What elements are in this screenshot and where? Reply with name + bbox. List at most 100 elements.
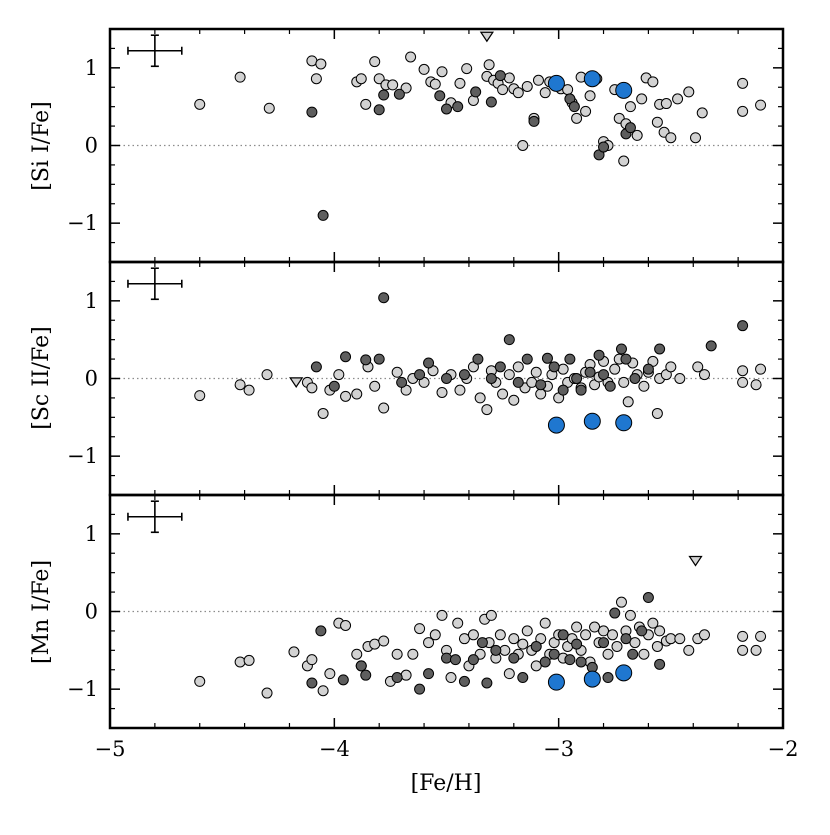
mn-light-point-23: [436, 609, 448, 621]
mn-light-point-62: [615, 596, 627, 608]
sc-light-point-6: [317, 407, 329, 419]
sc-light-point-39: [557, 363, 569, 375]
si-light-point-14: [405, 51, 417, 63]
sc-light-point-34: [530, 366, 542, 378]
mn-dark-point-12: [476, 637, 488, 649]
mn-dark-point-27: [609, 607, 621, 619]
sc-light-point-2: [243, 384, 255, 396]
sc-light-point-31: [512, 361, 524, 373]
mn-dark-point-22: [571, 638, 583, 650]
sc-y-axis-label: [Sc II/Fe]: [29, 326, 54, 429]
mn-light-point-6: [306, 654, 318, 666]
sc-dark-point-22: [571, 373, 583, 384]
sc-ytick-label-0: −1: [67, 444, 98, 468]
sc-dark-point-9: [441, 373, 452, 384]
mn-light-point-43: [530, 660, 542, 672]
sc-light-point-65: [737, 365, 749, 377]
sc-dark-point-10: [458, 369, 470, 381]
si-light-point-27: [497, 84, 509, 96]
sc-light-point-62: [674, 373, 686, 384]
sc-light-point-19: [436, 386, 448, 398]
sc-dark-point-27: [604, 380, 616, 392]
sc-light-point-64: [698, 369, 710, 381]
si-dark-point-7: [452, 101, 464, 113]
mn-light-point-26: [452, 617, 464, 629]
mn-light-point-40: [517, 638, 529, 650]
si-light-point-12: [387, 79, 399, 91]
mn-dark-point-25: [598, 637, 610, 649]
mn-light-point-15: [378, 635, 390, 647]
mn-light-point-0: [194, 675, 206, 687]
mn-light-point-8: [324, 668, 336, 680]
si-light-point-66: [737, 105, 749, 117]
sc-dark-point-12: [485, 373, 497, 384]
sc-light-point-33: [526, 376, 538, 388]
mn-dark-point-31: [642, 592, 654, 604]
mn-light-point-65: [629, 637, 641, 649]
sc-dark-point-25: [593, 349, 605, 361]
si-light-point-20: [454, 77, 466, 89]
si-dark-point-1: [317, 209, 329, 221]
sc-light-point-24: [474, 392, 486, 404]
si-light-point-28: [503, 72, 515, 84]
mn-highlight-point-2: [615, 664, 633, 682]
si-light-point-8: [360, 98, 372, 110]
mn-light-point-61: [611, 640, 623, 652]
mn-dark-point-32: [654, 658, 666, 670]
mn-dark-point-21: [564, 654, 576, 666]
mn-light-point-69: [647, 617, 659, 629]
mn-dark-point-8: [441, 652, 452, 664]
mn-dark-point-9: [449, 654, 461, 666]
mn-light-point-3: [261, 687, 273, 699]
si-dark-point-3: [378, 89, 390, 101]
mn-highlight-point-1: [583, 670, 601, 688]
mn-light-point-41: [521, 625, 533, 637]
mn-light-point-80: [750, 644, 762, 656]
mn-light-point-78: [737, 630, 749, 642]
mn-light-point-71: [654, 625, 666, 637]
mn-dark-point-29: [627, 648, 639, 660]
mn-light-point-11: [351, 648, 363, 660]
si-light-point-61: [672, 93, 684, 105]
sc-dark-point-8: [423, 357, 435, 369]
sc-dark-point-6: [396, 376, 408, 388]
mn-dark-point-30: [636, 625, 648, 637]
sc-highlight-point-2: [615, 414, 633, 432]
mn-light-point-70: [651, 640, 663, 652]
si-ytick-label-1: 0: [85, 134, 98, 158]
sc-light-point-61: [665, 361, 677, 373]
sc-dark-point-24: [584, 366, 596, 378]
si-light-point-10: [373, 73, 385, 85]
mn-dark-point-23: [575, 656, 587, 668]
si-light-point-1: [234, 71, 246, 83]
mn-dark-point-20: [557, 629, 569, 641]
mn-light-point-33: [485, 609, 497, 621]
si-light-point-59: [660, 98, 672, 110]
si-dark-point-8: [470, 86, 482, 98]
panel-sc: [Sc II/Fe] −1 0 1: [29, 260, 785, 497]
sc-light-point-25: [481, 404, 493, 416]
si-light-point-0: [194, 98, 206, 110]
sc-dark-point-34: [737, 320, 749, 332]
sc-light-point-51: [618, 376, 630, 388]
sc-dark-point-4: [373, 353, 385, 365]
mn-light-point-17: [391, 648, 403, 660]
si-light-point-18: [436, 66, 448, 78]
mn-light-point-25: [445, 672, 457, 684]
mn-light-point-4: [288, 646, 300, 658]
si-light-point-53: [636, 93, 648, 105]
si-light-point-63: [690, 132, 702, 144]
x-tick-label-1: −4: [319, 737, 350, 761]
sc-light-point-49: [609, 363, 621, 375]
si-light-point-5: [315, 58, 327, 70]
mn-ytick-label-0: −1: [67, 677, 98, 701]
mn-dark-point-0: [306, 677, 318, 689]
sc-light-point-28: [497, 388, 509, 400]
mn-ytick-label-2: 1: [85, 522, 98, 546]
si-light-point-42: [580, 105, 592, 117]
sc-light-point-5: [306, 382, 318, 394]
sc-light-point-14: [391, 366, 403, 378]
mn-light-point-18: [400, 669, 412, 681]
mn-light-point-35: [494, 629, 506, 641]
